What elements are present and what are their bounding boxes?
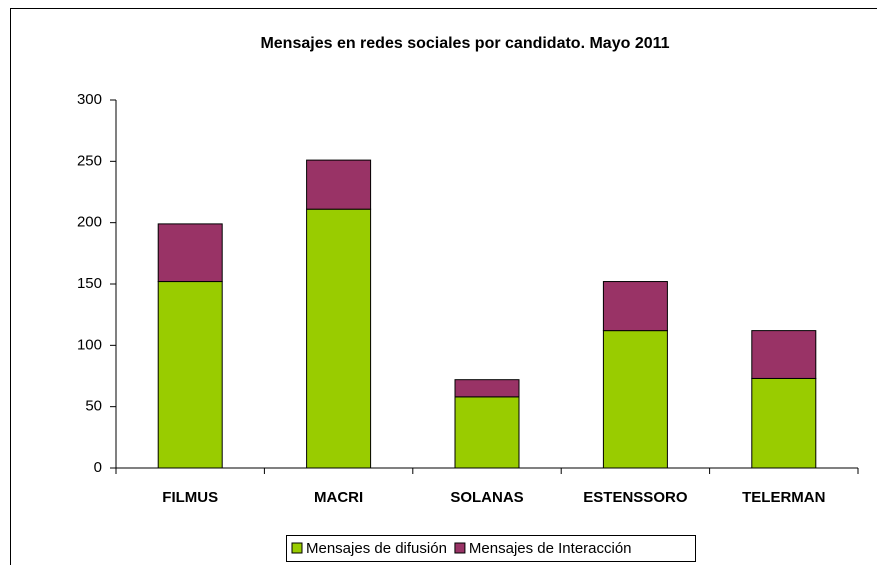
x-tick-label: TELERMAN — [742, 489, 825, 506]
legend-box — [286, 535, 696, 562]
chart-title: Mensajes en redes sociales por candidato… — [260, 35, 669, 52]
bar-segment — [157, 281, 223, 469]
bar-segment — [306, 208, 372, 469]
y-tick-label: 300 — [77, 91, 102, 108]
x-tick-label: MACRI — [314, 489, 363, 506]
y-tick-label: 200 — [77, 214, 102, 231]
y-tick-label: 150 — [77, 275, 102, 292]
legend-swatch — [454, 542, 466, 554]
bar-segment — [751, 330, 817, 379]
legend-label: Mensajes de difusión — [306, 540, 447, 557]
bar-segment — [306, 159, 372, 210]
x-tick-label: SOLANAS — [450, 489, 523, 506]
bar-segment — [602, 281, 668, 332]
bar-segment — [157, 223, 223, 283]
y-tick-label: 100 — [77, 336, 102, 353]
bar-segment — [454, 379, 520, 398]
bar-segment — [751, 377, 817, 469]
legend-label: Mensajes de Interacción — [469, 540, 632, 557]
y-tick-label: 0 — [94, 459, 102, 476]
y-tick-label: 50 — [85, 398, 102, 415]
chart-frame — [10, 8, 877, 565]
x-tick-label: ESTENSSORO — [583, 489, 688, 506]
legend-swatch — [291, 542, 303, 554]
y-tick-label: 250 — [77, 152, 102, 169]
bar-segment — [454, 396, 520, 469]
x-tick-label: FILMUS — [162, 489, 218, 506]
bar-segment — [602, 330, 668, 469]
